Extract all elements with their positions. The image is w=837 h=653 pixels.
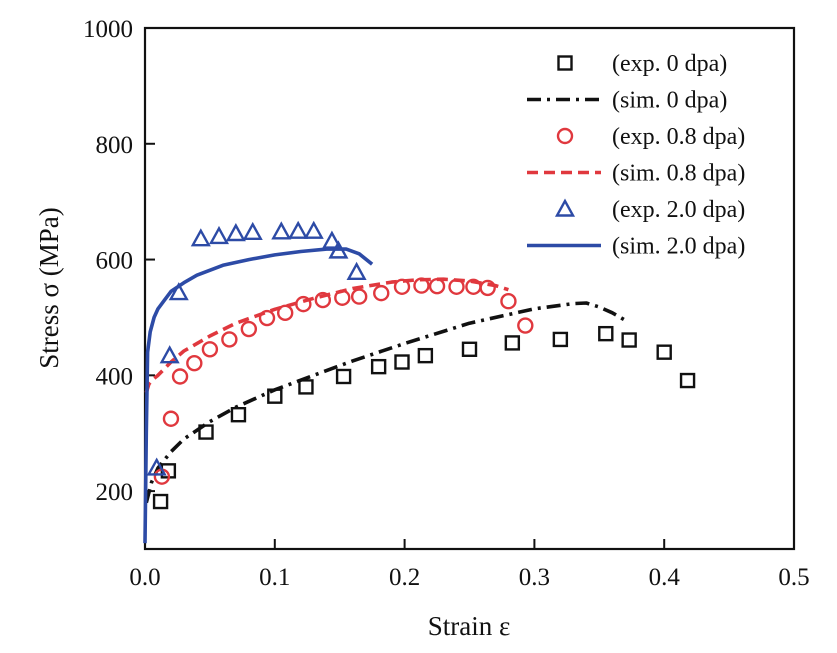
series-line-3: [144, 277, 509, 394]
data-point-series-4: [346, 261, 367, 280]
data-point-series-4: [321, 230, 342, 249]
data-point-series-4: [168, 282, 189, 301]
data-point-series-0: [656, 344, 672, 360]
x-axis-title: Strain ε: [428, 611, 511, 641]
data-point-series-2: [413, 277, 430, 294]
data-point-series-2: [334, 289, 351, 306]
x-tick-label: 0.1: [259, 564, 290, 591]
data-point-series-0: [679, 372, 696, 389]
legend: (exp. 0 dpa) (sim. 0 dpa) (exp. 0.8 dpa) (s…: [527, 51, 745, 260]
legend-item: (exp. 0 dpa): [557, 51, 727, 77]
data-point-series-4: [328, 240, 349, 259]
y-axis-title: Stress σ (MPa): [34, 207, 64, 369]
data-point-series-2: [276, 304, 294, 322]
y-tick-label: 400: [96, 363, 134, 390]
data-point-series-2: [428, 277, 446, 295]
data-point-series-2: [350, 288, 368, 305]
data-point-series-0: [152, 493, 169, 510]
legend-label: (exp. 0.8 dpa): [612, 124, 745, 150]
data-point-series-2: [186, 354, 203, 372]
x-tick-label: 0.5: [778, 564, 809, 591]
data-point-series-4: [159, 345, 180, 364]
data-point-series-4: [288, 220, 309, 239]
data-point-series-4: [303, 220, 324, 239]
legend-label: (sim. 0.8 dpa): [612, 161, 745, 187]
data-point-series-4: [146, 457, 167, 476]
legend-item: (exp. 0.8 dpa): [556, 124, 745, 150]
x-tick-label: 0.4: [649, 564, 681, 591]
plot-frame: [143, 26, 796, 551]
data-point-series-2: [162, 410, 180, 427]
data-point-series-0: [461, 341, 478, 357]
x-axis: 0.0 0.1 0.2 0.3 0.4 0.5: [129, 539, 810, 591]
data-point-series-2: [373, 284, 390, 302]
y-tick-label: 600: [96, 248, 134, 275]
x-tick-label: 0.0: [129, 564, 160, 591]
data-point-series-0: [504, 335, 521, 351]
data-point-series-0: [370, 358, 387, 375]
legend-label: (sim. 0 dpa): [612, 88, 727, 114]
data-point-series-4: [225, 223, 246, 242]
data-point-series-2: [314, 291, 332, 309]
data-point-series-0: [335, 368, 352, 385]
y-tick-label: 800: [96, 132, 134, 159]
data-point-series-2: [171, 368, 189, 385]
y-tick-label: 1000: [83, 16, 133, 43]
data-point-series-4: [271, 221, 292, 240]
series-line-1: [144, 301, 627, 504]
legend-item: (sim. 2.0 dpa): [527, 234, 745, 260]
data-point-series-4: [190, 228, 211, 247]
data-point-series-2: [258, 309, 276, 327]
y-axis: 200 400 600 800 1000: [83, 16, 155, 506]
data-point-series-4: [242, 221, 263, 241]
legend-item: (sim. 0.8 dpa): [527, 161, 745, 187]
series-line-5: [143, 247, 374, 544]
data-point-series-2: [517, 317, 534, 334]
legend-symbol: [557, 55, 573, 71]
data-point-series-0: [198, 424, 214, 440]
y-tick-label: 200: [96, 479, 134, 506]
data-point-series-0: [230, 406, 247, 423]
data-point-series-0: [417, 347, 434, 364]
legend-label: (sim. 2.0 dpa): [612, 234, 745, 260]
data-point-series-0: [298, 379, 314, 395]
data-point-series-4: [208, 225, 230, 245]
data-point-series-0: [621, 332, 637, 348]
data-point-series-0: [394, 354, 410, 370]
data-point-series-2: [448, 278, 465, 295]
data-point-series-2: [479, 279, 496, 297]
legend-label: (exp. 2.0 dpa): [612, 197, 745, 223]
legend-symbol: [556, 127, 574, 145]
data-point-series-0: [267, 388, 283, 404]
legend-item: (sim. 0 dpa): [527, 88, 727, 114]
data-point-series-0: [552, 331, 569, 348]
data-point-series-0: [598, 325, 614, 342]
plot-area: [143, 220, 696, 544]
x-tick-label: 0.2: [389, 564, 420, 591]
x-tick-label: 0.3: [519, 564, 550, 591]
data-point-series-2: [201, 341, 219, 358]
data-point-series-2: [500, 293, 517, 310]
legend-label: (exp. 0 dpa): [612, 51, 727, 77]
data-point-series-2: [393, 278, 411, 295]
legend-symbol: [554, 198, 576, 217]
data-point-series-2: [221, 331, 238, 348]
legend-item: (exp. 2.0 dpa): [554, 197, 745, 223]
data-point-series-2: [240, 320, 258, 338]
data-point-series-2: [295, 295, 312, 313]
